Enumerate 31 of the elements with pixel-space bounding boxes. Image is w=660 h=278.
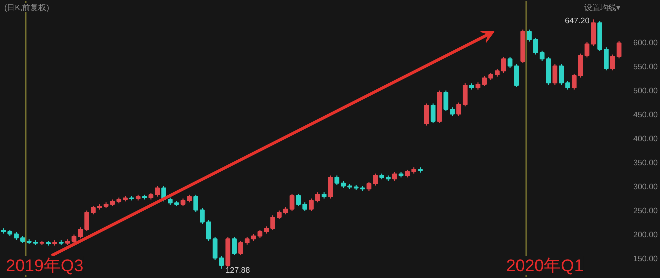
- candlestick: [514, 64, 520, 88]
- y-tick-label: 550.00: [634, 62, 659, 72]
- y-tick-label: 600.00: [634, 38, 659, 48]
- y-tick-label: 450.00: [634, 110, 659, 120]
- candlestick: [508, 56, 513, 69]
- y-tick-label: 400.00: [634, 134, 659, 144]
- candlestick: [604, 47, 609, 72]
- y-tick-label: 200.00: [634, 230, 659, 240]
- candlestick: [584, 42, 590, 58]
- y-tick-label: 150.00: [634, 254, 659, 264]
- candlestick: [591, 19, 596, 47]
- candlestick: [424, 103, 430, 126]
- candlestick: [270, 215, 276, 231]
- candlestick: [328, 175, 334, 200]
- annotation: 设置均线▾: [584, 4, 620, 12]
- annotation: 647.20: [565, 16, 590, 26]
- candlestick: [290, 193, 295, 212]
- candlestick: [334, 175, 340, 186]
- candlestick: [238, 240, 244, 256]
- y-tick-label: 350.00: [634, 158, 659, 168]
- annotation: 2019年Q3: [6, 256, 84, 276]
- y-tick-label: 250.00: [634, 206, 659, 216]
- y-tick-label: 500.00: [634, 86, 659, 96]
- candlestick: [232, 236, 237, 256]
- annotation: 2020年Q1: [506, 256, 584, 276]
- candlestick: [552, 64, 558, 86]
- chart-subtitle: (日K,前复权): [4, 4, 50, 12]
- y-tick-label: 300.00: [634, 182, 659, 192]
- candlestick: [430, 103, 436, 124]
- annotation: 127.88: [226, 266, 251, 275]
- candlestick: [219, 256, 224, 270]
